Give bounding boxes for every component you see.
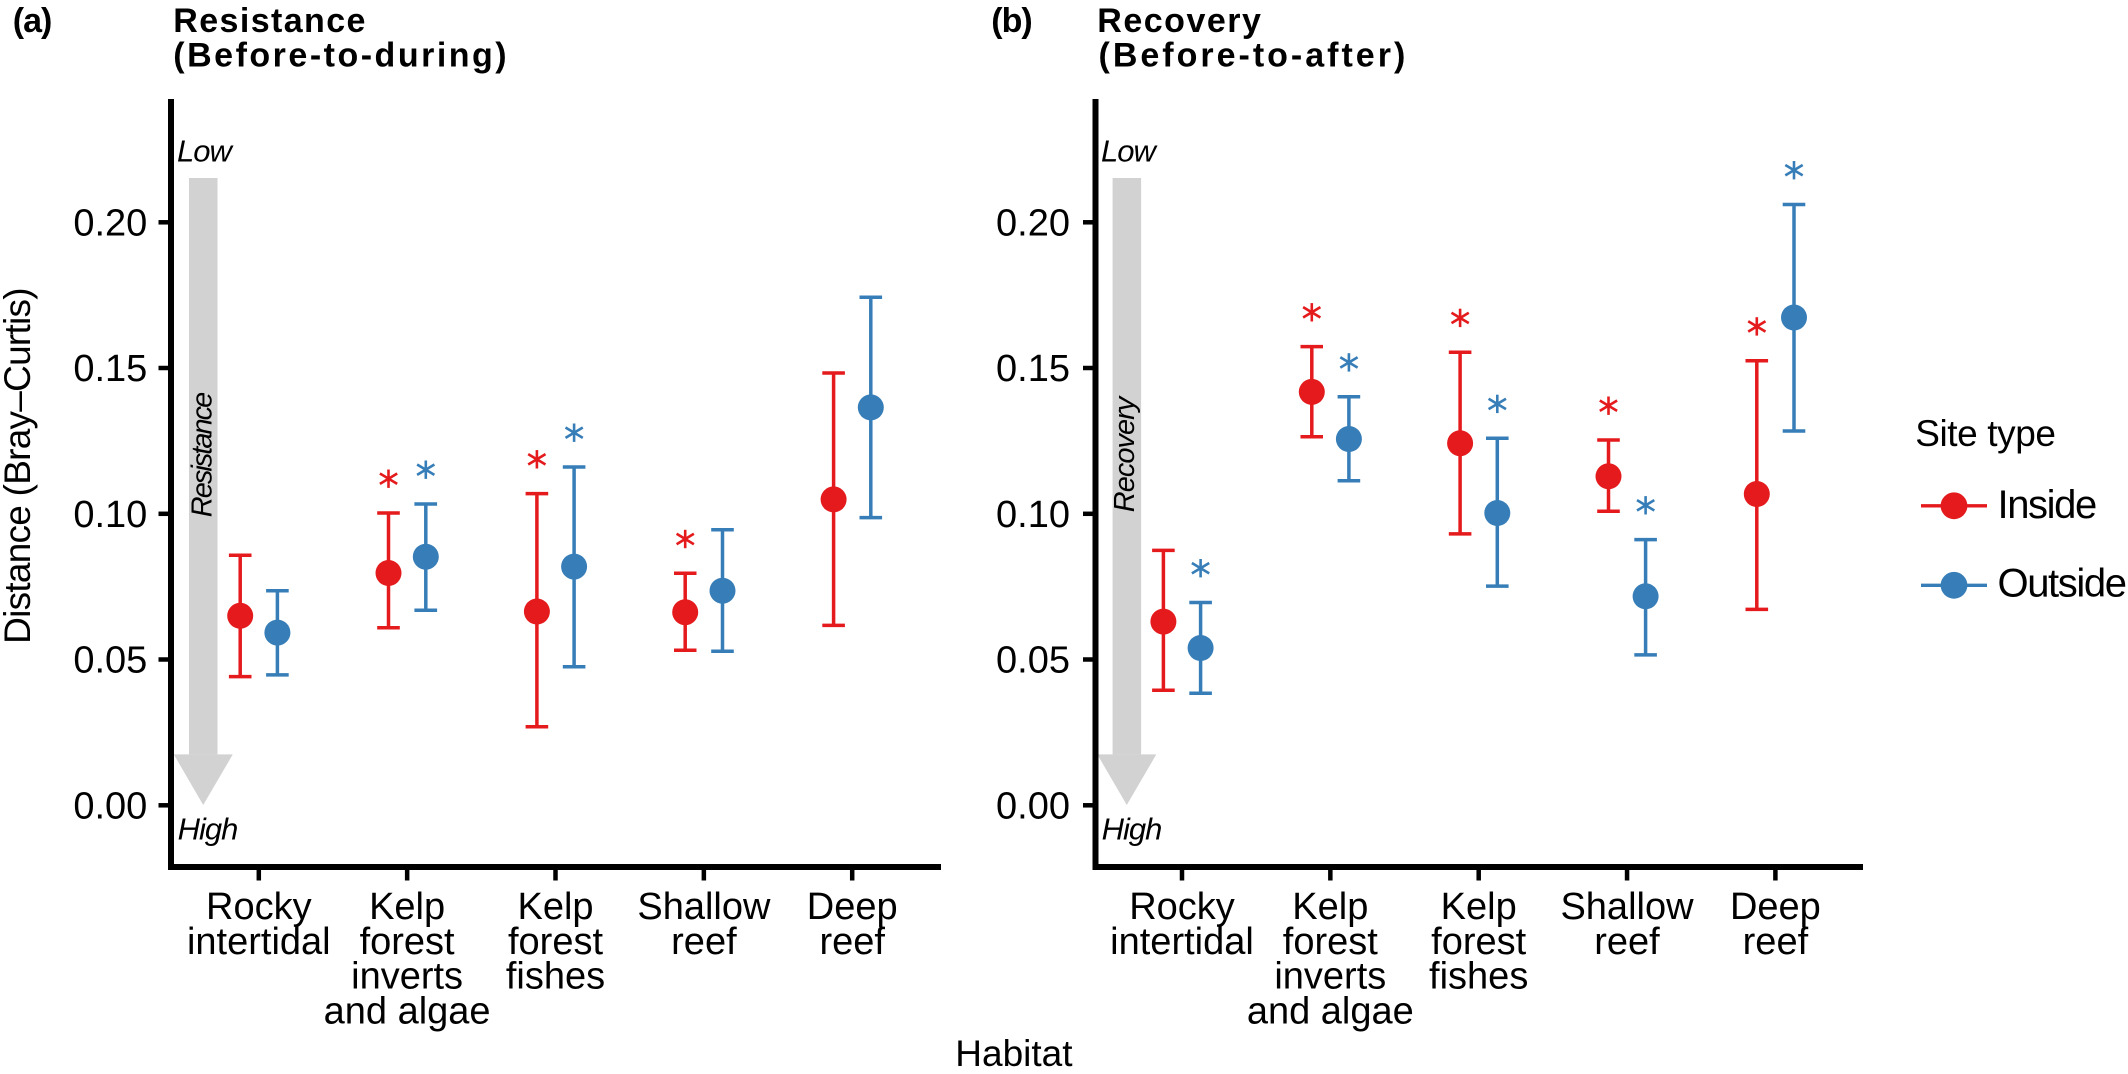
svg-text:High: High (1102, 812, 1162, 847)
svg-text:0.05: 0.05 (996, 640, 1070, 682)
svg-text:Recovery: Recovery (1097, 2, 1262, 40)
svg-text:0.05: 0.05 (73, 640, 147, 682)
svg-text:Low: Low (177, 134, 234, 169)
svg-text:forest: forest (1283, 921, 1378, 963)
svg-text:reef: reef (671, 921, 737, 963)
svg-text:fishes: fishes (506, 956, 605, 998)
svg-text:forest: forest (1431, 921, 1526, 963)
svg-text:Resistance: Resistance (173, 2, 367, 40)
svg-text:and algae: and algae (1247, 990, 1414, 1032)
svg-text:Low: Low (1101, 134, 1158, 169)
svg-text:and algae: and algae (324, 990, 491, 1032)
svg-text:Resistance: Resistance (187, 392, 219, 517)
svg-text:Rocky: Rocky (1129, 886, 1235, 928)
svg-text:reef: reef (819, 921, 885, 963)
svg-text:Kelp: Kelp (1441, 886, 1517, 928)
svg-text:0.00: 0.00 (996, 786, 1070, 828)
svg-text:0.20: 0.20 (73, 203, 147, 245)
svg-text:inverts: inverts (1274, 956, 1386, 998)
svg-text:0.20: 0.20 (996, 203, 1070, 245)
svg-text:reef: reef (1743, 921, 1809, 963)
svg-text:(a): (a) (13, 2, 52, 40)
svg-text:Inside: Inside (1998, 483, 2096, 527)
svg-text:Site type: Site type (1915, 413, 2055, 454)
svg-text:0.10: 0.10 (73, 494, 147, 536)
svg-text:Deep: Deep (1730, 886, 1821, 928)
svg-text:Outside: Outside (1998, 562, 2126, 606)
svg-text:Habitat: Habitat (955, 1033, 1073, 1074)
svg-text:intertidal: intertidal (1110, 921, 1254, 963)
svg-text:0.15: 0.15 (73, 348, 147, 390)
svg-text:Rocky: Rocky (206, 886, 312, 928)
svg-text:forest: forest (508, 921, 603, 963)
svg-text:Kelp: Kelp (1292, 886, 1368, 928)
svg-text:Distance (Bray–Curtis): Distance (Bray–Curtis) (0, 288, 38, 644)
svg-text:Recovery: Recovery (1109, 395, 1141, 512)
svg-text:reef: reef (1594, 921, 1660, 963)
svg-text:Kelp: Kelp (517, 886, 593, 928)
svg-text:(b): (b) (991, 2, 1031, 40)
svg-text:intertidal: intertidal (187, 921, 331, 963)
svg-text:inverts: inverts (351, 956, 463, 998)
svg-text:Shallow: Shallow (637, 886, 771, 928)
svg-text:0.00: 0.00 (73, 786, 147, 828)
svg-text:fishes: fishes (1429, 956, 1528, 998)
svg-text:High: High (178, 812, 238, 847)
svg-text:Deep: Deep (807, 886, 898, 928)
svg-text:0.15: 0.15 (996, 348, 1070, 390)
svg-text:(Before-to-after): (Before-to-after) (1099, 37, 1409, 75)
svg-text:0.10: 0.10 (996, 494, 1070, 536)
svg-text:(Before-to-during): (Before-to-during) (173, 37, 509, 75)
svg-text:forest: forest (360, 921, 455, 963)
svg-text:Shallow: Shallow (1560, 886, 1694, 928)
svg-text:Kelp: Kelp (369, 886, 445, 928)
